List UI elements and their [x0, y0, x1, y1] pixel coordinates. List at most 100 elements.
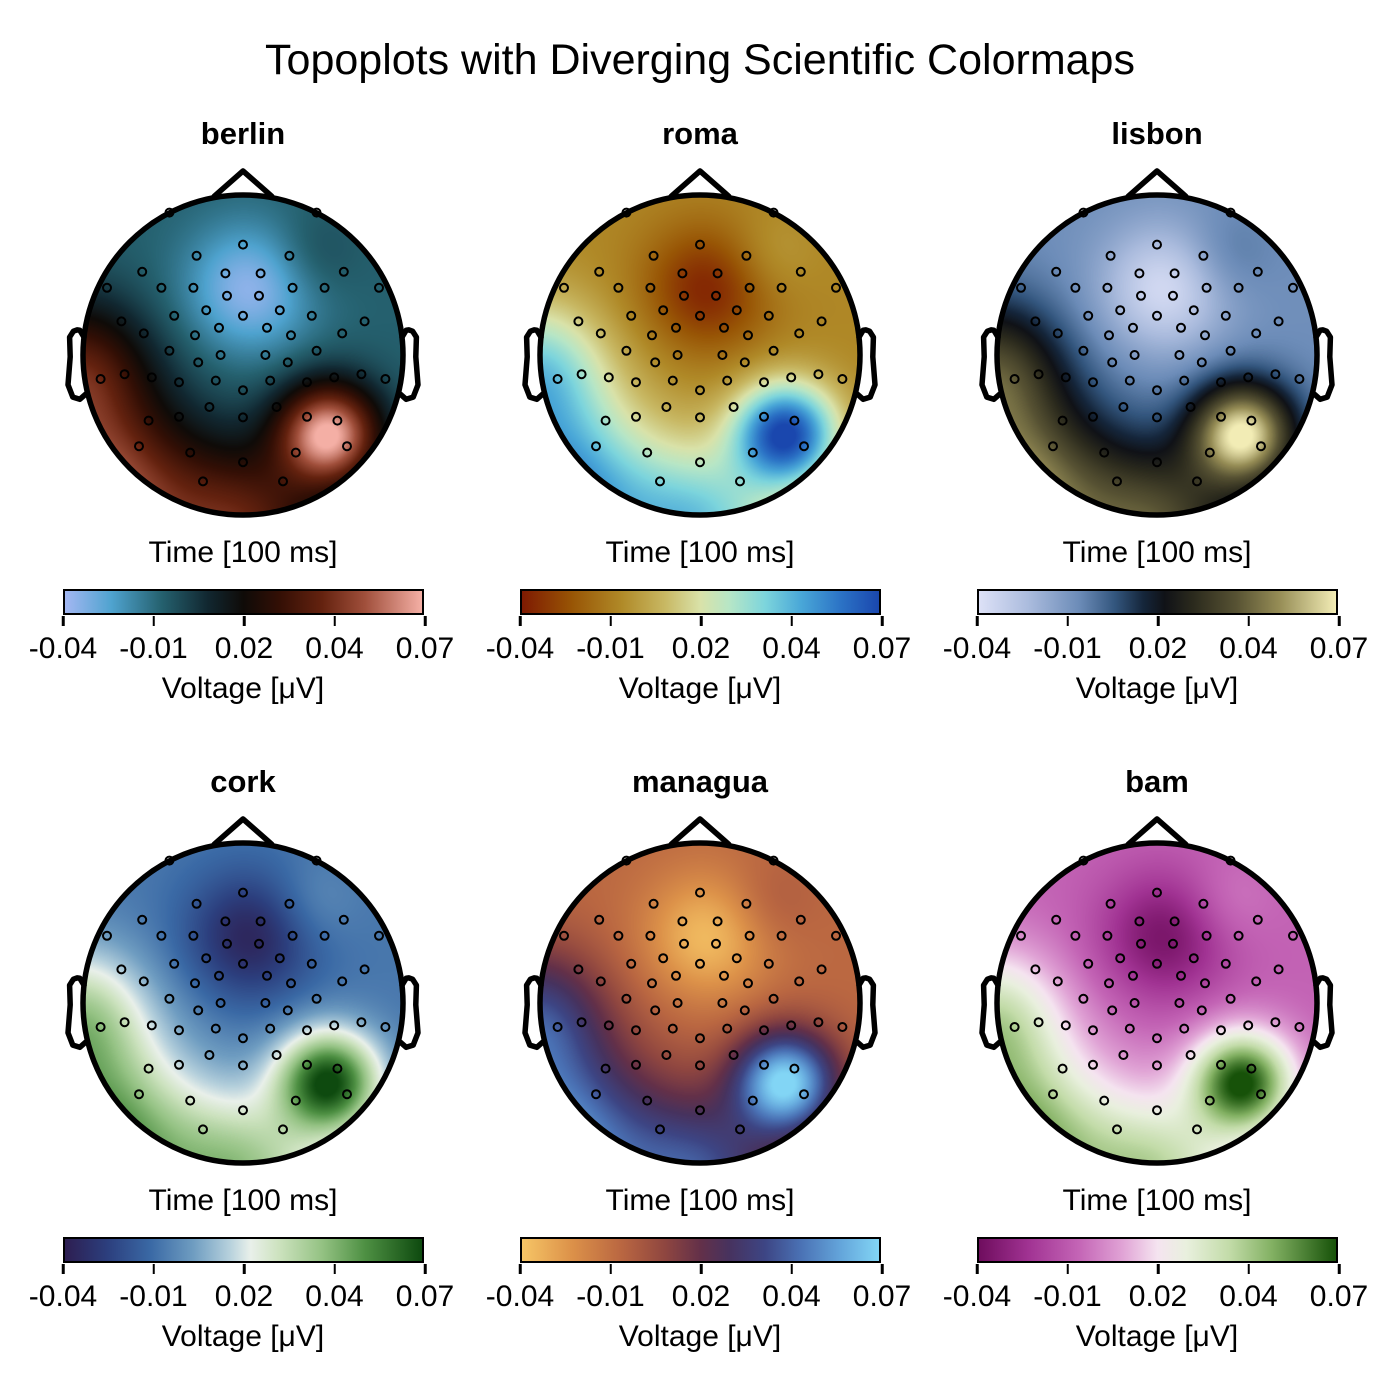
- electrode-marker: [621, 993, 632, 1004]
- electrode-marker: [359, 964, 370, 975]
- electrode-marker: [146, 372, 157, 383]
- electrode-marker: [786, 1020, 797, 1031]
- electrode-marker: [1088, 1025, 1098, 1036]
- electrode-marker: [191, 898, 202, 909]
- electrode-marker: [95, 374, 106, 384]
- electrode-marker: [768, 345, 779, 356]
- nose-outline: [668, 816, 732, 848]
- nose-outline: [668, 168, 732, 200]
- electrode-marker: [215, 998, 226, 1008]
- electrode-marker: [238, 385, 248, 396]
- electrode-marker: [1088, 1059, 1098, 1070]
- electrode-marker: [658, 305, 669, 316]
- electrode-marker: [329, 372, 340, 383]
- electrode-marker: [156, 930, 167, 941]
- electrode-marker: [1030, 316, 1041, 327]
- colorbar-tick: [1337, 616, 1341, 626]
- electrode-marker: [332, 1063, 343, 1074]
- electrode-marker: [342, 441, 352, 452]
- electrode-marker: [278, 476, 288, 487]
- electrode-marker: [198, 476, 208, 487]
- electrode-marker: [215, 350, 226, 360]
- electrode-marker: [667, 1023, 678, 1034]
- electrode-marker: [1185, 1050, 1196, 1060]
- electrode-marker: [600, 415, 611, 426]
- time-label: Time [100 ms]: [605, 1184, 795, 1217]
- electrode-marker: [188, 930, 199, 941]
- electrode-marker: [573, 316, 584, 327]
- electrode-marker: [576, 369, 587, 380]
- electrode-marker: [329, 1020, 340, 1031]
- subplot-bam: bam Time [100 ms] -0.04 -0.01 0.02 0.04 0.07…: [929, 760, 1385, 1400]
- electrode-markers: [1009, 207, 1305, 487]
- electrode-marker: [743, 330, 753, 341]
- electrode-marker: [284, 898, 295, 909]
- electrode-marker: [302, 1025, 312, 1036]
- colorbar-tick-labels: -0.04 -0.01 0.02 0.04 0.07: [29, 1280, 454, 1316]
- electrode-marker: [1152, 412, 1162, 423]
- subplot-title: berlin: [200, 116, 286, 151]
- electrode-marker: [1200, 978, 1210, 989]
- electrode-marker: [164, 855, 175, 866]
- electrode-marker: [1176, 970, 1186, 981]
- electrode-marker: [1048, 1089, 1058, 1100]
- electrode-marker: [220, 916, 231, 927]
- electrode-marker: [1030, 964, 1041, 975]
- electrode-marker: [214, 322, 224, 333]
- colorbar-tick: [333, 1264, 336, 1274]
- head-outline-svg: [979, 816, 1335, 1166]
- electrode-markers: [552, 207, 848, 487]
- colorbar-tick-label: -0.04: [28, 1280, 98, 1313]
- electrode-marker: [1204, 447, 1215, 458]
- electrode-marker: [282, 1005, 293, 1016]
- electrode-marker: [287, 282, 298, 293]
- electrode-marker: [201, 953, 212, 964]
- electrode-marker: [621, 345, 632, 356]
- electrode-marker: [238, 958, 248, 969]
- electrode-marker: [789, 1063, 800, 1074]
- electrode-marker: [695, 457, 705, 468]
- electrode-marker: [222, 938, 232, 949]
- electrode-marker: [591, 1089, 601, 1100]
- head-outline: [80, 840, 406, 1166]
- electrode-marker: [359, 316, 370, 327]
- electrode-marker: [1152, 385, 1162, 396]
- electrode-marker: [1251, 976, 1262, 987]
- electrode-marker: [735, 1124, 745, 1135]
- colorbar: [520, 589, 881, 615]
- electrode-marker: [731, 953, 742, 964]
- electrode-marker: [679, 290, 689, 301]
- electrode-marker: [116, 964, 127, 975]
- electrode-marker: [741, 898, 752, 909]
- electrode-marker: [1174, 998, 1185, 1008]
- topomap-field-canvas: [81, 193, 405, 517]
- electrode-marker: [719, 970, 729, 981]
- electrode-marker: [1124, 1023, 1135, 1034]
- electrode-marker: [265, 1023, 276, 1034]
- colorbar-tick: [1156, 616, 1160, 626]
- electrode-marker: [188, 282, 199, 293]
- nose-outline: [1125, 816, 1189, 848]
- electrode-markers: [552, 855, 848, 1135]
- subplot-lisbon: lisbon Time [100 ms] -0.04 -0.01 0.02 0.04 0…: [929, 112, 1385, 760]
- electrode-marker: [238, 1105, 248, 1116]
- electrode-marker: [1102, 282, 1113, 293]
- voltage-label: Voltage [μV]: [1075, 672, 1239, 705]
- electrode-marker: [337, 328, 348, 339]
- electrode-marker: [380, 374, 391, 384]
- colorbar: [63, 589, 424, 615]
- electrode-marker: [282, 357, 293, 368]
- colorbar-tick-label: -0.01: [576, 632, 645, 665]
- electrode-marker: [712, 268, 723, 279]
- colorbar: [520, 1237, 881, 1263]
- electrode-marker: [174, 1059, 184, 1070]
- colorbar-tick: [699, 1264, 703, 1274]
- colorbar-tick: [518, 616, 522, 626]
- electrode-marker: [143, 415, 154, 426]
- electrode-marker: [573, 964, 584, 975]
- electrode-marker: [1128, 970, 1138, 981]
- electrode-marker: [768, 993, 779, 1004]
- colorbar-ticks: [518, 616, 884, 626]
- electrode-marker: [164, 207, 175, 218]
- electrode-marker: [731, 305, 742, 316]
